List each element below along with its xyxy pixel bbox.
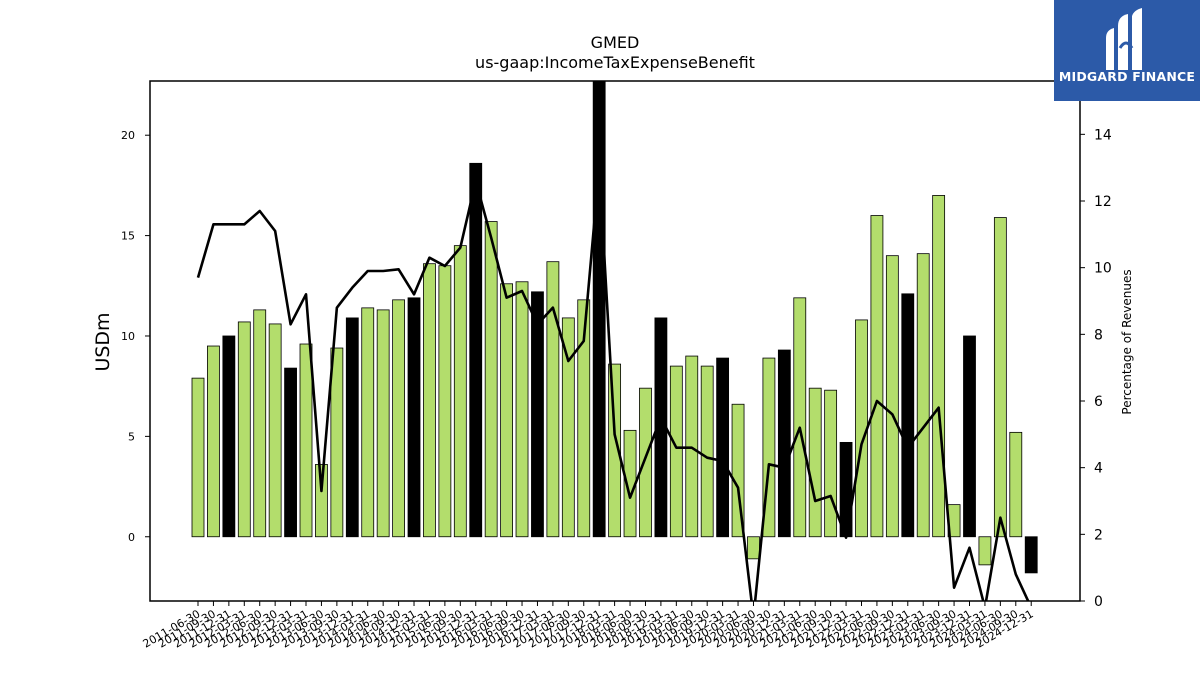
bar-2015-06-30 bbox=[438, 265, 452, 538]
bar-2013-09-30 bbox=[330, 347, 344, 538]
bar-2022-03-31 bbox=[855, 319, 868, 538]
logo: MIDGARD FINANCE bbox=[1054, 0, 1200, 101]
chart-subtitle: us-gaap:IncomeTaxExpenseBenefit bbox=[475, 53, 755, 72]
bar-2012-12-31 bbox=[284, 367, 297, 538]
bar-2011-09-30 bbox=[207, 345, 220, 538]
bar-2015-09-30 bbox=[453, 245, 467, 538]
y-axis-label: USDm bbox=[92, 312, 114, 371]
bar-2012-03-31 bbox=[237, 321, 251, 538]
bar-2021-09-30 bbox=[824, 389, 838, 538]
bar-2022-12-31 bbox=[901, 293, 915, 538]
bar-2023-12-31 bbox=[963, 335, 976, 538]
percentage-line bbox=[196, 166, 1030, 601]
y2-tick-label: 14 bbox=[1094, 127, 1112, 143]
bar-2020-06-30 bbox=[747, 536, 760, 560]
y2-tick-label: 4 bbox=[1094, 461, 1103, 477]
bar-2013-06-30 bbox=[315, 464, 328, 538]
bar-2016-03-31 bbox=[484, 221, 498, 538]
bar-2018-03-31 bbox=[608, 363, 622, 538]
y2-tick-label: 0 bbox=[1094, 594, 1103, 610]
bar-2013-03-31 bbox=[299, 343, 313, 538]
bar-2013-12-31 bbox=[345, 317, 359, 538]
bar-2012-09-30 bbox=[268, 323, 282, 538]
bar-series bbox=[191, 81, 1038, 574]
bar-2011-12-31 bbox=[222, 335, 236, 538]
y-tick-label: 15 bbox=[121, 230, 135, 243]
y-tick-label: 0 bbox=[128, 531, 135, 544]
bar-2017-06-30 bbox=[561, 317, 575, 538]
bar-2017-09-30 bbox=[577, 299, 591, 538]
y2-tick-label: 10 bbox=[1094, 261, 1112, 277]
y2-tick-label: 6 bbox=[1094, 394, 1103, 410]
bar-2022-06-30 bbox=[870, 215, 884, 538]
y-tick-label: 20 bbox=[121, 129, 135, 142]
bar-2015-03-31 bbox=[423, 263, 436, 538]
bar-2014-09-30 bbox=[392, 299, 405, 538]
bar-2023-03-31 bbox=[916, 253, 930, 538]
bar-2024-06-30 bbox=[993, 217, 1007, 538]
bar-2016-09-30 bbox=[515, 281, 529, 538]
chart-title: GMED bbox=[591, 33, 640, 52]
y2-tick-label: 2 bbox=[1094, 527, 1103, 543]
bar-2023-06-30 bbox=[932, 195, 946, 538]
bar-2019-12-31 bbox=[716, 357, 730, 538]
bar-2018-09-30 bbox=[639, 387, 652, 538]
bar-2012-06-30 bbox=[253, 309, 267, 538]
bar-2016-06-30 bbox=[500, 283, 514, 538]
bar-2024-09-30 bbox=[1009, 431, 1023, 538]
logo-mark-icon bbox=[1106, 8, 1142, 70]
y2-tick-label: 8 bbox=[1094, 327, 1103, 343]
axes: 05101520024681012142011-06-302011-09-302… bbox=[121, 80, 1112, 651]
bar-2019-09-30 bbox=[700, 365, 714, 538]
bar-2021-06-30 bbox=[808, 387, 822, 538]
logo-text: MIDGARD FINANCE bbox=[1058, 69, 1196, 84]
y2-axis-label: Percentage of Revenues bbox=[1120, 269, 1134, 414]
y2-tick-label: 12 bbox=[1094, 194, 1112, 210]
bar-2014-03-31 bbox=[361, 307, 375, 538]
y-tick-label: 10 bbox=[121, 330, 135, 343]
bar-2019-03-31 bbox=[669, 365, 683, 538]
bar-2015-12-31 bbox=[469, 162, 483, 538]
bar-2016-12-31 bbox=[531, 291, 544, 538]
bar-2021-03-31 bbox=[793, 297, 807, 538]
bar-2022-09-30 bbox=[885, 255, 899, 538]
bar-2011-06-30 bbox=[191, 377, 205, 538]
bar-2014-12-31 bbox=[407, 297, 421, 538]
bar-2020-12-31 bbox=[777, 349, 791, 538]
bar-2024-03-31 bbox=[978, 536, 992, 566]
bar-2024-12-31 bbox=[1024, 536, 1038, 574]
bar-2017-12-31 bbox=[592, 81, 606, 538]
bar-2014-06-30 bbox=[376, 309, 390, 538]
bar-2017-03-31 bbox=[546, 261, 560, 538]
line-series bbox=[196, 166, 1030, 601]
y-tick-label: 5 bbox=[128, 430, 135, 443]
